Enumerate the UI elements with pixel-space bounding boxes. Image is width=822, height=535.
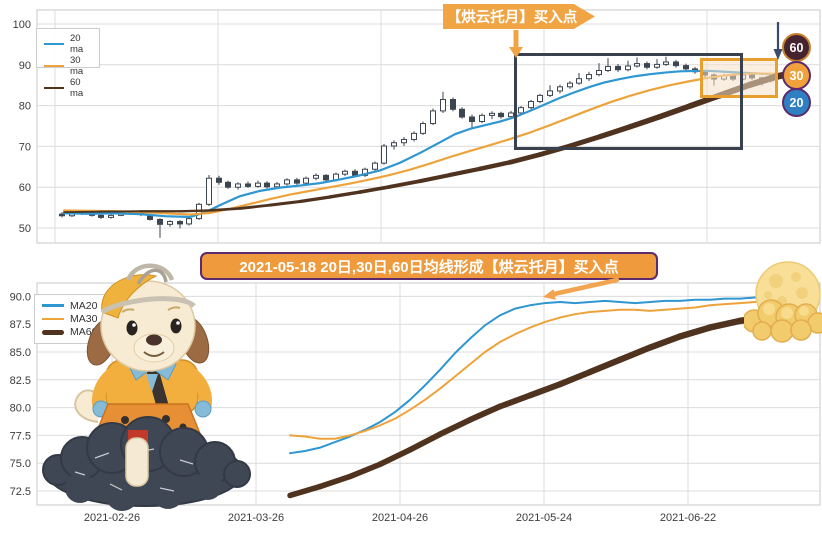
legend-swatch-20ma (44, 42, 64, 46)
svg-text:60: 60 (19, 182, 31, 194)
badge-ma20: 20 (782, 88, 811, 117)
svg-text:80: 80 (19, 101, 31, 113)
svg-text:70: 70 (19, 141, 31, 153)
svg-text:2021-05-24: 2021-05-24 (516, 512, 572, 524)
top-chart-legend: 20 ma 30 ma 60 ma (36, 28, 100, 99)
top-chart-candles (59, 56, 793, 238)
svg-text:87.5: 87.5 (10, 319, 31, 331)
legend-item-30ma: 30 ma (44, 55, 91, 77)
svg-text:80.0: 80.0 (10, 403, 31, 415)
svg-text:77.5: 77.5 (10, 430, 31, 442)
legend-label-30ma: 30 ma (70, 55, 84, 77)
badge-ma30: 30 (782, 61, 811, 90)
pattern-callout-ribbon: 【烘云托月】买入点 (443, 4, 595, 29)
legend-swatch-MA30 (42, 317, 64, 321)
legend-label-60ma: 60 ma (70, 77, 84, 99)
legend-label-MA20: MA20 (70, 299, 98, 312)
highlight-box-orange (700, 58, 778, 98)
legend-swatch-30ma (44, 64, 64, 68)
legend-swatch-MA20 (42, 304, 64, 307)
svg-text:82.5: 82.5 (10, 375, 31, 387)
svg-text:75.0: 75.0 (10, 458, 31, 470)
bottom-chart-ma-lines (287, 296, 769, 499)
svg-text:100: 100 (13, 19, 31, 31)
badge-ma60: 60 (782, 33, 811, 62)
legend-swatch-60ma (44, 86, 64, 90)
legend-label-MA30: MA30 (70, 312, 98, 325)
svg-text:2021-06-22: 2021-06-22 (660, 512, 716, 524)
svg-text:50: 50 (19, 223, 31, 235)
svg-text:90.0: 90.0 (10, 291, 31, 303)
svg-text:2021-04-26: 2021-04-26 (372, 512, 428, 524)
svg-text:2021-02-26: 2021-02-26 (84, 512, 140, 524)
legend-label-20ma: 20 ma (70, 33, 84, 55)
svg-text:72.5: 72.5 (10, 486, 31, 498)
svg-text:2021-03-26: 2021-03-26 (228, 512, 284, 524)
legend-item-60ma: 60 ma (44, 77, 91, 99)
signal-banner: 2021-05-18 20日,30日,60日均线形成【烘云托月】买入点 (200, 252, 658, 280)
svg-text:85.0: 85.0 (10, 347, 31, 359)
svg-text:90: 90 (19, 60, 31, 72)
legend-item-MA30: MA30 (42, 313, 107, 325)
dog-on-cloud (42, 263, 251, 511)
legend-item-20ma: 20 ma (44, 33, 91, 55)
moon-cheese-illustration (744, 261, 822, 343)
mascot-dog-illustration (42, 263, 251, 511)
moon-on-cloud (744, 261, 822, 343)
legend-item-MA20: MA20 (42, 300, 107, 312)
legend-swatch-MA60 (42, 329, 64, 335)
highlight-box-black (514, 53, 743, 150)
